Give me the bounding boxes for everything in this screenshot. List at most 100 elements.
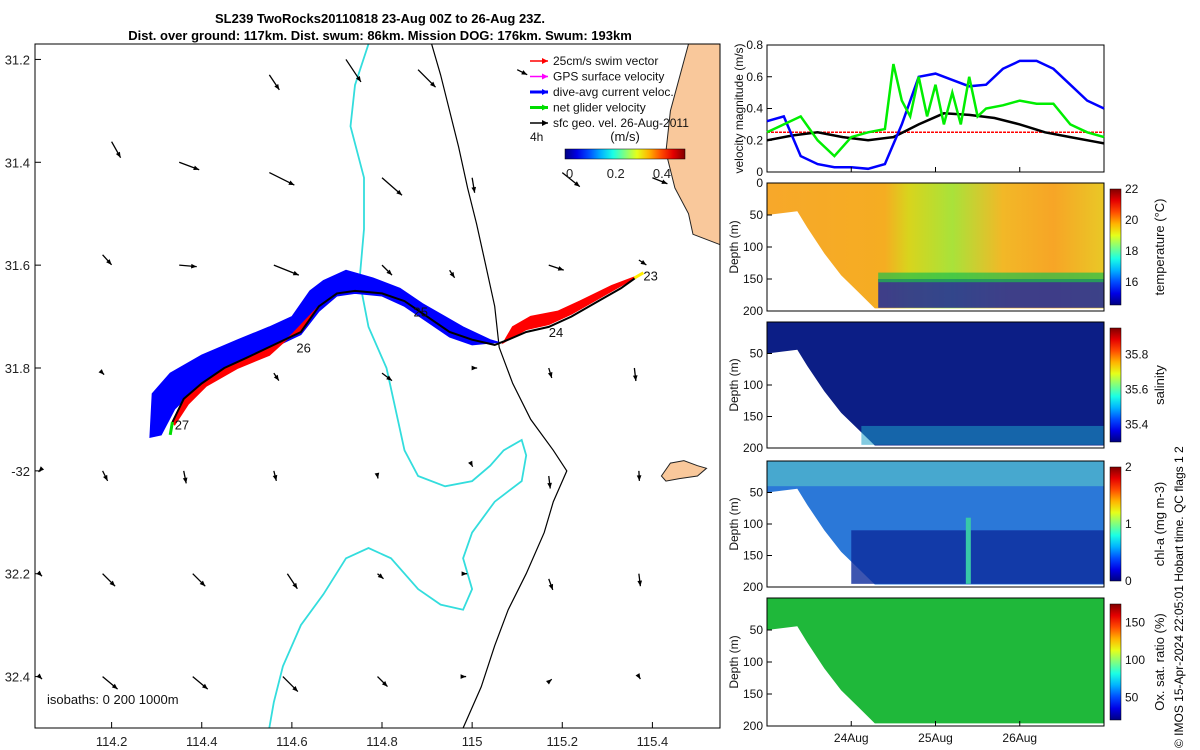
legend-item-4: sfc geo. vel. 26-Aug-2011 bbox=[553, 116, 689, 130]
section-ytick-label-sal-4: 200 bbox=[743, 441, 763, 455]
legend-colorbar-unit: (m/s) bbox=[610, 129, 640, 144]
map-xtick-label-2: 114.6 bbox=[276, 734, 308, 749]
legend-swatch-head-1 bbox=[542, 73, 548, 80]
velocity-ytick-label-3: 0.6 bbox=[746, 70, 763, 84]
temp-cold-bottom bbox=[878, 279, 1104, 308]
geo-vector-head-32 bbox=[109, 580, 116, 587]
section-ytick-label-ox-3: 150 bbox=[743, 687, 763, 701]
velocity-frame bbox=[766, 44, 1105, 173]
geo-vector-head-17 bbox=[640, 259, 647, 265]
geo-vector-head-34 bbox=[292, 582, 298, 589]
day-label-24: 24 bbox=[549, 325, 563, 340]
geo-vector-head-8 bbox=[355, 76, 361, 82]
velocity-ylabel: velocity magnitude (m/s) bbox=[732, 43, 746, 173]
geo-vector-head-3 bbox=[396, 189, 403, 196]
day-label-26: 26 bbox=[296, 340, 310, 355]
geo-vector-head-39 bbox=[111, 683, 118, 690]
map-ytick-label-5: 32.2 bbox=[5, 567, 30, 582]
geo-vector-head-23 bbox=[547, 372, 553, 378]
section-ytick-label-chl-4: 200 bbox=[743, 580, 763, 594]
map-panel: 23 24 25 26 27 114.2 114.4 114.6 114.8 115 115.2 11… bbox=[5, 43, 721, 749]
velocity-ytick-label-0: 0 bbox=[756, 165, 763, 179]
colorbar-tick-chl-0: 0 bbox=[1125, 574, 1132, 588]
colorbar-tick-temp-0: 16 bbox=[1125, 275, 1139, 289]
colorbar-tick-ox-2: 150 bbox=[1125, 616, 1145, 630]
geo-vector-head-14 bbox=[386, 269, 393, 276]
title-line-1: SL239 TwoRocks20110818 23-Aug 00Z to 26-… bbox=[215, 11, 545, 26]
geo-vector-head-4 bbox=[471, 186, 477, 193]
isobath-1000m bbox=[431, 44, 568, 728]
velocity-series-2 bbox=[766, 59, 1105, 171]
geo-vector-head-28 bbox=[374, 472, 380, 479]
colorbar-label-chl: chl-a (mg m-3) bbox=[1152, 482, 1167, 567]
section-chl: 50 100 150 200 Depth (m) 0 1 2 chl-a (mg m-3) bbox=[727, 460, 1167, 594]
map-legend: 25cm/s swim vector GPS surface velocitydi… bbox=[530, 54, 689, 181]
map-ytick-label-4: -32 bbox=[11, 464, 30, 479]
legend-item-3: net glider velocity bbox=[553, 101, 646, 115]
net-glider-velocity-start bbox=[633, 271, 645, 280]
velocity-ytick-label-1: 0.2 bbox=[746, 133, 763, 147]
geo-vector-head-31 bbox=[636, 475, 642, 481]
geo-vector-head-6 bbox=[661, 179, 668, 184]
colorbar-tick-sal-1: 35.6 bbox=[1125, 382, 1149, 396]
geo-vector-head-40 bbox=[201, 683, 208, 690]
colorbar-label-ox: Ox. sat. ratio (%) bbox=[1152, 613, 1167, 711]
credit-text: © IMOS 15-Apr-2024 22:05:01 Hobart time.… bbox=[1172, 446, 1186, 748]
geo-vector-head-9 bbox=[429, 81, 436, 88]
geo-vector-head-12 bbox=[191, 263, 197, 269]
colorbar-tick-temp-2: 20 bbox=[1125, 213, 1139, 227]
legend-swatch-head-4 bbox=[542, 120, 548, 126]
legend-swatch-head-2 bbox=[542, 89, 548, 95]
colorbar-chl bbox=[1109, 466, 1122, 582]
section-ytick-label-sal-3: 150 bbox=[743, 410, 763, 424]
isobath-note: isobaths: 0 200 1000m bbox=[47, 692, 179, 707]
map-xtick-label-0: 114.2 bbox=[96, 734, 128, 749]
map-xtick-label-6: 115.4 bbox=[637, 734, 669, 749]
map-ytick-label-3: 31.8 bbox=[5, 361, 30, 376]
colorbar-tick-chl-2: 2 bbox=[1125, 460, 1132, 474]
glider-track bbox=[171, 274, 640, 423]
velocity-series-3 bbox=[766, 63, 1105, 158]
section-ytick-label-temp-2: 100 bbox=[743, 240, 763, 254]
geo-vector-head-1 bbox=[193, 165, 200, 171]
geo-vector-head-30 bbox=[547, 482, 552, 489]
coastline-land bbox=[665, 44, 720, 246]
geo-vector-head-13 bbox=[292, 270, 299, 276]
page-title: SL239 TwoRocks20110818 23-Aug 00Z to 26-… bbox=[0, 10, 760, 44]
geo-vector-head-26 bbox=[182, 477, 188, 484]
geo-vector-head-5 bbox=[573, 181, 580, 187]
colorbar-label-sal: salinity bbox=[1152, 365, 1167, 405]
geo-vector-head-20 bbox=[273, 374, 279, 381]
map-xtick-label-4: 115 bbox=[462, 734, 483, 749]
colorbar-tick-temp-1: 18 bbox=[1125, 244, 1139, 258]
geo-vector-head-27 bbox=[272, 474, 278, 481]
section-ytick-label-sal-2: 100 bbox=[743, 378, 763, 392]
legend-colorbar-tick-1: 0.2 bbox=[607, 166, 625, 181]
legend-colorbar-tick-0: 0 bbox=[566, 166, 573, 181]
geo-vector-head-33 bbox=[199, 580, 206, 587]
colorbar-tick-sal-2: 35.8 bbox=[1125, 347, 1149, 361]
geo-vector-head-35 bbox=[377, 573, 384, 579]
geo-vector-head-25 bbox=[103, 474, 108, 481]
legend-colorbar-tick-2: 0.4 bbox=[653, 166, 671, 181]
colorbar-ox bbox=[1109, 603, 1122, 721]
colorbar-tick-chl-1: 1 bbox=[1125, 517, 1132, 531]
section-temp: 0 50 100 150 200 Depth (m) 16 18 20 22 temperature… bbox=[727, 176, 1167, 318]
section-ytick-label-sal-1: 50 bbox=[750, 347, 764, 361]
map-frame bbox=[34, 43, 721, 729]
ocean bbox=[35, 44, 720, 728]
geo-vector-head-37 bbox=[548, 583, 554, 590]
section-ytick-label-ox-4: 200 bbox=[743, 719, 763, 733]
geo-vector-head-29 bbox=[468, 460, 473, 467]
section-ytick-label-chl-3: 150 bbox=[743, 549, 763, 563]
section-ytick-label-chl-2: 100 bbox=[743, 517, 763, 531]
velocity-ytick-label-4: 0.8 bbox=[746, 38, 763, 52]
geo-vector-head-36 bbox=[461, 571, 468, 577]
geo-vector-head-10 bbox=[521, 70, 528, 75]
day-label-25: 25 bbox=[414, 304, 428, 319]
section-xtick-label-0: 24Aug bbox=[834, 731, 869, 745]
geo-vector-head-15 bbox=[449, 271, 455, 278]
sal-bottom-layer bbox=[861, 425, 1104, 445]
